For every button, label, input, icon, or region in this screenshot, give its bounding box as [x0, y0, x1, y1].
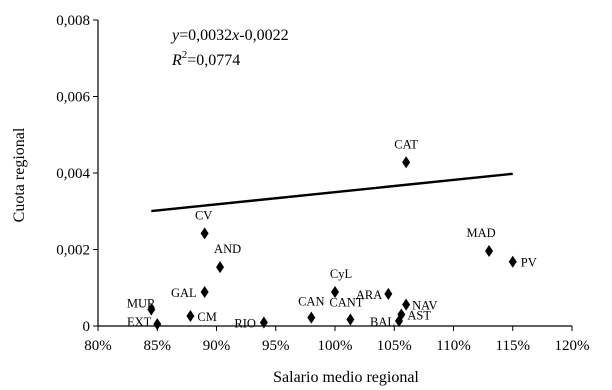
data-point-label: BAL — [370, 315, 395, 329]
data-point-marker — [384, 287, 393, 300]
data-point-label: CAT — [394, 137, 418, 151]
data-point-label: NAV — [412, 299, 437, 313]
data-point-marker — [508, 255, 517, 268]
data-point-label: GAL — [171, 286, 197, 300]
data-point-marker — [259, 316, 268, 329]
data-point-label: MAD — [466, 226, 495, 240]
data-point-label: ARA — [356, 288, 382, 302]
x-tick-label: 85% — [144, 338, 172, 354]
regression-equation: y=0,0032x-0,0022 — [170, 27, 289, 44]
data-point-marker — [153, 318, 162, 331]
y-ticks: 0 0,002 0,004 0,006 0,008 — [56, 13, 98, 335]
data-point-label: AND — [214, 242, 241, 256]
data-point-label: MUR — [127, 297, 156, 311]
trendline — [151, 172, 513, 213]
data-point-label: PV — [521, 256, 537, 270]
data-point-marker — [485, 245, 494, 258]
y-tick-label: 0,004 — [56, 166, 90, 182]
equation-intercept: -0,0022 — [239, 27, 288, 44]
data-point-marker — [402, 156, 411, 169]
data-point-marker — [147, 303, 156, 316]
data-points: CAT CV MAD PV AND GAL CyL ARA NAV MUR AST CM CAN CANT… — [127, 137, 537, 330]
x-tick-label: 80% — [84, 338, 112, 354]
y-tick-label: 0,002 — [56, 243, 90, 259]
x-tick-label: 100% — [318, 338, 353, 354]
data-point-marker — [402, 298, 411, 311]
x-tick-label: 115% — [496, 338, 530, 354]
r-squared-r: R — [171, 52, 182, 69]
y-tick-label: 0 — [83, 319, 91, 335]
r-squared: R2=0,0774 — [171, 49, 240, 69]
data-point-label: CAN — [298, 295, 324, 309]
y-tick-label: 0,008 — [56, 13, 90, 29]
r-squared-sup: 2 — [182, 49, 188, 61]
x-ticks: 80% 85% 90% 95% 100% 105% 110% 115% 120% — [84, 326, 590, 354]
x-tick-label: 105% — [377, 338, 412, 354]
equation-slope: =0,0032 — [179, 27, 232, 44]
data-point-marker — [346, 313, 355, 326]
data-point-label: CM — [197, 310, 216, 324]
data-point-marker — [200, 285, 209, 298]
data-point-marker — [307, 311, 316, 324]
data-point-marker — [216, 261, 225, 274]
y-tick-label: 0,006 — [56, 90, 90, 106]
data-point-label: CANT — [329, 295, 363, 309]
data-point-marker — [394, 315, 403, 328]
data-point-marker — [331, 285, 339, 298]
x-tick-label: 95% — [262, 338, 290, 354]
data-point-label: AST — [407, 309, 431, 323]
r-squared-value: =0,0774 — [187, 52, 240, 69]
data-point-label: CV — [195, 208, 212, 222]
x-tick-label: 120% — [555, 338, 590, 354]
equation-x: x — [231, 27, 239, 44]
data-point-label: RIO — [234, 317, 256, 331]
x-tick-label: 110% — [436, 338, 470, 354]
data-point-marker — [200, 227, 209, 240]
x-tick-label: 90% — [203, 338, 231, 354]
data-point-marker — [186, 310, 195, 323]
data-point-label: CyL — [330, 267, 352, 281]
data-point-label: EXT — [127, 315, 152, 329]
equation-y: y — [170, 27, 180, 44]
y-axis-label: Cuota regional — [11, 127, 28, 222]
x-axis-label: Salario medio regional — [273, 369, 419, 386]
